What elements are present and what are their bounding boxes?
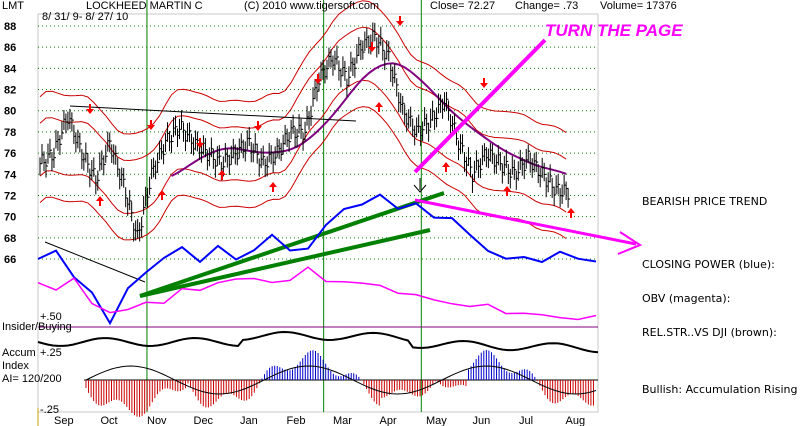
company-name: LOCKHEED MARTIN C [86,0,203,12]
x-tick-label-9: Jun [473,415,491,426]
down-arrow-signal [196,138,204,148]
x-tick-label-0: Sep [54,415,74,426]
bearish-arrowhead [617,231,643,255]
obv-label: OBV (magenta): [642,292,730,305]
relstr-label: REL.STR..VS DJI (brown): [642,326,777,339]
event-vertical-lines [37,0,598,426]
plot-frame [37,13,599,413]
up-arrow-signal [567,208,575,218]
x-tick-label-3: Dec [194,415,214,426]
trendlines [44,38,643,298]
downtrend-line [44,241,146,283]
y-tick-label-5: 78 [4,127,16,139]
resistance-line [69,105,357,122]
x-tick-label-5: Feb [287,415,306,426]
lower-outer-band [39,106,567,241]
close-value: Close= 72.27 [430,0,495,12]
closing-power-path [37,193,597,326]
y-tick-label-10: 68 [4,233,16,245]
up-arrow-signal [269,182,277,192]
turn-page-pointer [413,38,547,174]
minus25-label: -.25 [40,404,59,416]
up-arrow-signal [96,196,104,206]
down-arrow-signal [396,16,404,26]
insider-label: Insider/Buying [2,321,72,333]
accum-label: Accum [2,347,36,359]
down-arrow-signal [368,42,376,52]
green-trendline-lower [139,228,431,298]
x-axis-ticks: Sep Oct Nov Dec Jan Feb Mar Apr May Jun Jul Aug [54,415,585,426]
down-arrow-signal [86,104,94,114]
green-trendline-upper [139,191,445,298]
y-tick-label-7: 74 [4,169,17,181]
y-tick-label-3: 82 [4,85,16,97]
indicator-panels [37,330,599,417]
x-tick-label-6: Mar [333,415,352,426]
up-arrow-signal [442,162,450,172]
x-tick-label-8: May [426,415,447,426]
date-range: 8/ 31/ 9- 8/ 27/ 10 [42,11,128,23]
plus25-label: +.25 [40,347,62,359]
closing-power-line [37,193,597,326]
copyright: (C) 2010 www.tigersoft.com [244,0,379,12]
down-arrow-head [413,184,427,193]
relative-strength-line [37,330,599,354]
volume-value: Volume= 17376 [600,0,677,12]
bullish-label: Bullish: Accumulation Rising [642,383,797,396]
x-tick-label-10: Jul [519,415,533,426]
x-tick-label-1: Oct [101,415,118,426]
price-bars [39,22,571,242]
y-tick-label-9: 70 [4,212,16,224]
up-arrow-signal [158,190,166,200]
index-label: Index [2,360,29,372]
accum-ma-line [85,365,597,395]
y-tick-label-11: 66 [4,254,16,266]
y-tick-label-0: 88 [4,21,16,33]
ai-label: AI= 120/200 [2,373,62,385]
bearish-label: BEARISH PRICE TREND [642,195,767,208]
y-tick-label-6: 76 [4,148,16,160]
bollinger-bands [39,0,567,241]
y-axis-ticks: 88 86 84 82 80 78 76 74 72 70 68 66 [4,21,17,266]
y-tick-label-8: 72 [4,190,16,202]
turn-the-page-annotation: TURN THE PAGE [545,21,683,40]
bearish-pointer [414,198,637,246]
up-arrow-signal [503,186,511,196]
obv-path [37,266,597,321]
x-tick-label-4: Jan [240,415,258,426]
ticker-label: LMT [2,0,24,12]
obv-line [37,266,597,321]
change-value: Change= .73 [515,0,578,12]
up-arrow-signal [375,102,383,112]
down-arrow-signal [147,120,155,130]
down-arrow-signal [314,74,322,84]
closing-power-label: CLOSING POWER (blue): [642,258,775,271]
x-tick-label-7: Apr [380,415,397,426]
price-gridlines [38,25,598,260]
plus50-label: +.50 [40,311,62,323]
upper-inner-band [39,26,567,162]
down-arrow-signal [254,121,262,131]
x-tick-label-2: Nov [147,415,167,426]
y-tick-label-2: 84 [4,63,17,75]
up-arrow-signal [218,170,226,180]
x-tick-label-11: Aug [566,415,586,426]
y-tick-label-4: 80 [4,106,16,118]
down-arrow-signal [480,78,488,88]
y-tick-label-1: 86 [4,42,16,54]
signal-arrows [86,16,575,218]
